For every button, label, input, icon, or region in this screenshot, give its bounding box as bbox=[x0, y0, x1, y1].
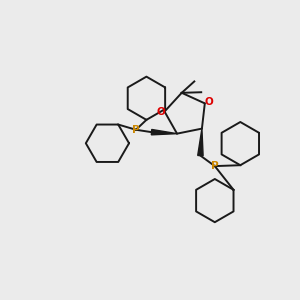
Text: O: O bbox=[156, 106, 165, 116]
Text: P: P bbox=[211, 161, 219, 171]
Text: O: O bbox=[204, 97, 213, 107]
Polygon shape bbox=[198, 129, 203, 156]
Text: P: P bbox=[132, 125, 140, 135]
Polygon shape bbox=[152, 130, 177, 135]
